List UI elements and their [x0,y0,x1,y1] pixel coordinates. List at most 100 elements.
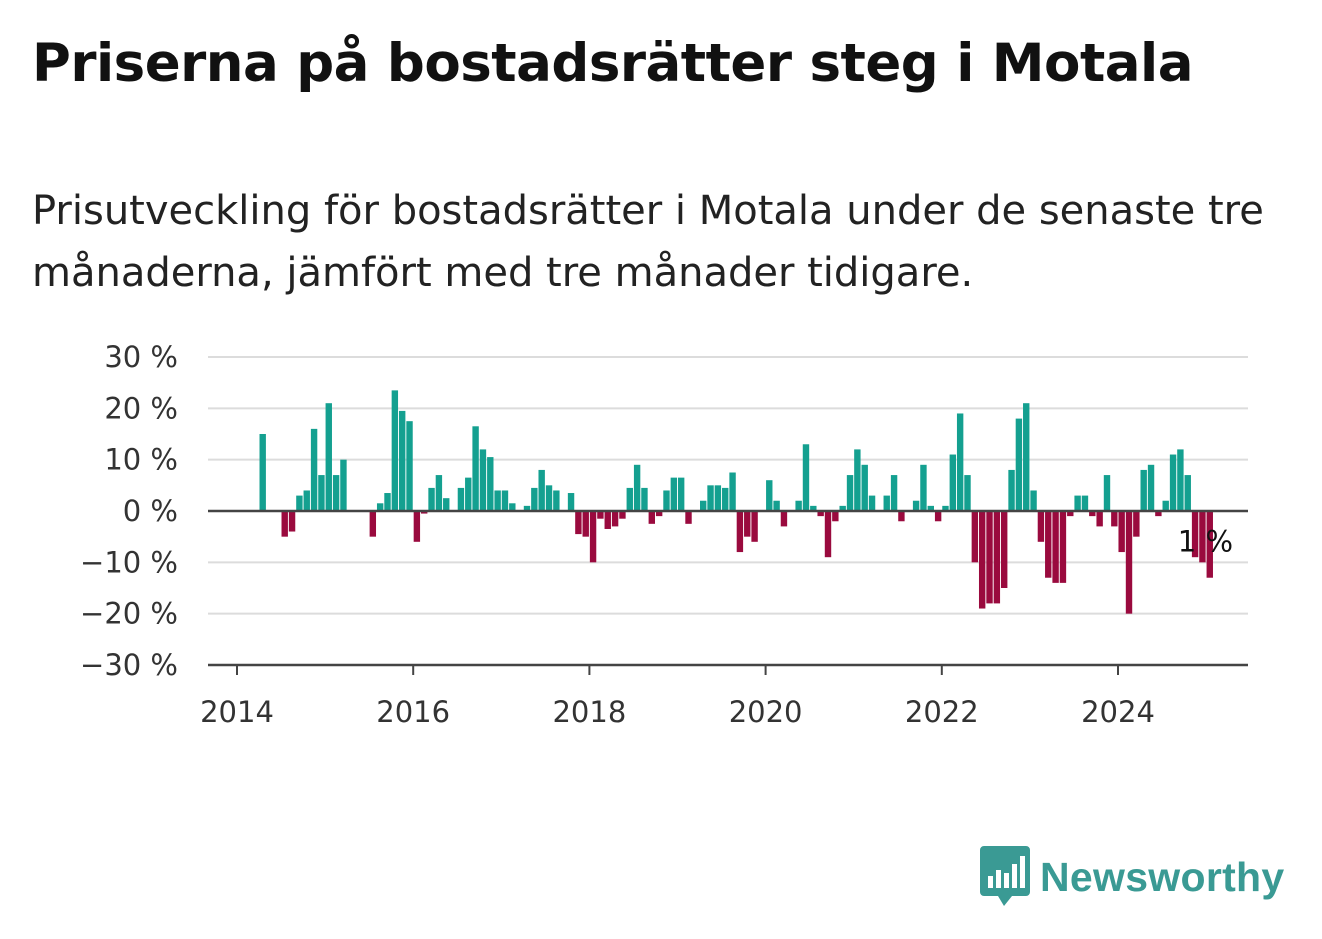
bar [993,511,1001,604]
bar [832,511,839,522]
bar [956,413,964,511]
bar [846,475,854,511]
bar [1140,469,1147,511]
bar [310,428,318,511]
bar [1023,403,1030,511]
bar [663,490,670,511]
bar [861,464,868,511]
bar [714,485,722,511]
y-tick-label: −30 % [80,648,178,682]
bar [1103,475,1111,511]
bar [773,500,780,511]
chart-title: Priserna på bostadsrätter steg i Motala [32,33,1194,94]
bar [406,421,413,511]
bar [648,511,655,524]
bar [1177,449,1184,511]
bar [949,454,957,511]
x-tick-label: 2016 [376,695,450,729]
latest-value-label: 1 % [1178,525,1233,559]
bars [259,390,1213,614]
bar [802,444,810,511]
bar [472,426,479,511]
newsworthy-logo: Newsworthy [980,846,1285,908]
bar [883,495,890,511]
bar [641,487,648,511]
bar [1162,500,1169,511]
bar [964,475,971,511]
bar [1147,464,1155,511]
bar [376,503,384,511]
bar [589,511,597,563]
bar [1015,418,1023,511]
bar [259,434,266,511]
y-tick-label: −20 % [80,597,178,631]
bar [677,477,685,511]
bar [1008,469,1015,511]
bar [824,511,832,558]
bar [567,493,575,511]
y-tick-label: −10 % [80,545,178,579]
bar [501,490,509,511]
bar [685,511,692,524]
y-tick-label: 0 % [123,494,178,528]
bar [619,511,626,519]
bar [868,495,876,511]
bar [1118,511,1125,553]
bar [912,500,920,511]
bar [986,511,993,604]
bar [457,487,465,511]
bar [303,490,310,511]
x-axis-labels: 2014 2016 2018 2020 2022 2024 [200,695,1155,729]
bar [1199,511,1206,563]
bar [670,477,678,511]
bar [318,475,325,511]
x-tick-label: 2022 [905,695,979,729]
bar [487,457,494,511]
bar [1030,490,1037,511]
chart-subtitle: Prisutveckling för bostadsrätter i Motal… [32,188,1264,296]
bar [1081,495,1089,511]
bar [1052,511,1059,583]
bar [1001,511,1008,588]
bar [1206,511,1213,578]
bar [1155,511,1162,517]
bar [494,490,501,511]
bar [736,511,744,553]
bar [296,495,303,511]
bar [428,487,435,511]
bar [531,487,538,511]
bar [281,511,288,537]
bar [435,475,443,511]
bar [626,487,633,511]
bar [1067,511,1074,517]
bar [890,475,898,511]
bar [597,511,604,519]
y-axis-labels: 30 % 20 % 10 % 0 % −10 % −20 % −30 % [80,340,178,682]
bar [288,511,296,532]
grid-lines [208,356,1248,615]
bar [920,464,927,511]
bar [1169,454,1177,511]
bar [780,511,788,527]
bar [722,487,729,511]
bar [553,490,560,511]
x-tick-label: 2018 [552,695,626,729]
bar [384,493,391,511]
bar [971,511,979,563]
y-tick-label: 30 % [104,340,178,374]
bar [1125,511,1133,614]
bar [934,511,942,522]
bar [340,459,347,511]
y-tick-label: 10 % [104,443,178,477]
bar [479,449,487,511]
bar [700,500,707,511]
x-tick-label: 2020 [729,695,803,729]
bar [1133,511,1140,537]
bar [1089,511,1096,517]
bar [1045,511,1052,578]
bar [655,511,663,517]
bar [465,477,472,511]
bar [898,511,905,522]
x-tick-label: 2024 [1081,695,1155,729]
bar [582,511,589,537]
